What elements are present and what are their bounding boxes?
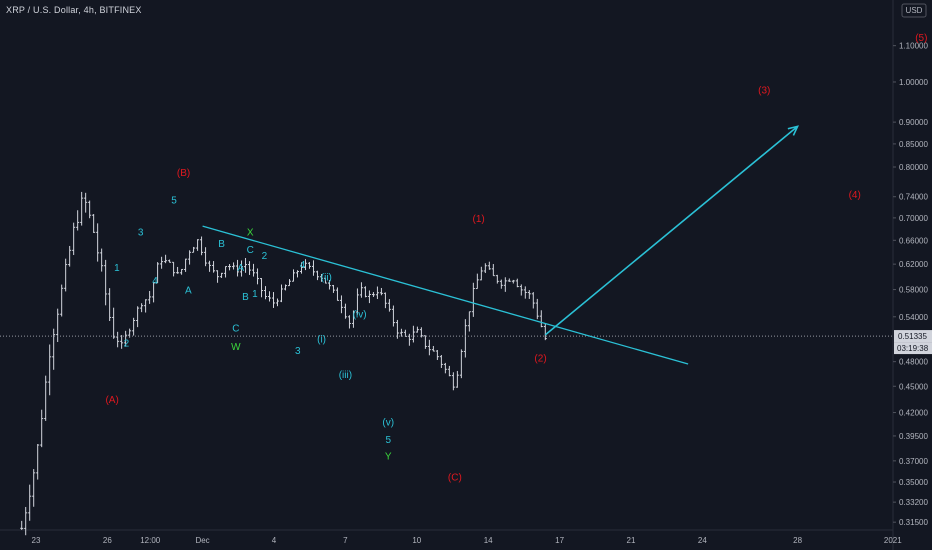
y-tick-label: 1.10000 <box>899 42 928 51</box>
x-tick-label: 7 <box>343 536 348 545</box>
y-tick-label: 0.54000 <box>899 313 928 322</box>
currency-button[interactable] <box>901 3 927 18</box>
current-price-label: 0.51335 <box>898 332 927 341</box>
wave-label: (iii) <box>339 370 352 381</box>
projection-arrow <box>544 125 799 336</box>
currency-button-label: USD <box>906 6 923 15</box>
wave-label: 2 <box>124 338 130 349</box>
y-tick-label: 0.42000 <box>899 409 928 418</box>
wave-label: 3 <box>295 346 301 357</box>
wave-label: Y <box>385 452 392 463</box>
y-tick-label: 0.62000 <box>899 260 928 269</box>
x-tick-label: 23 <box>32 536 41 545</box>
wave-label: 5 <box>171 195 177 206</box>
wave-label: B <box>242 292 249 303</box>
y-tick-label: 0.70000 <box>899 214 928 223</box>
y-tick-label: 1.00000 <box>899 78 928 87</box>
x-tick-label: 12:00 <box>140 536 161 545</box>
wave-label: (C) <box>448 473 462 484</box>
y-tick-label: 0.37000 <box>899 457 928 466</box>
wave-label: (i) <box>317 335 326 346</box>
symbol-title: XRP / U.S. Dollar, 4h, BITFINEX <box>6 5 142 15</box>
y-tick-label: 0.31500 <box>899 518 928 527</box>
wave-label: 1 <box>114 263 120 274</box>
wave-label: (iv) <box>353 309 367 320</box>
wave-label: (5) <box>915 33 927 44</box>
wave-label: 1 <box>252 289 258 300</box>
wave-label: C <box>232 324 239 335</box>
wave-label: 3 <box>138 228 144 239</box>
y-tick-label: 0.33200 <box>899 498 928 507</box>
wave-label: B <box>218 239 225 250</box>
current-price-tag <box>894 330 932 343</box>
wave-label: (A) <box>105 395 118 406</box>
wave-label: 4 <box>152 276 158 287</box>
y-tick-label: 0.35000 <box>899 478 928 487</box>
wave-label: (v) <box>382 418 394 429</box>
wave-label: 2 <box>262 251 268 262</box>
x-tick-label: 10 <box>412 536 421 545</box>
wave-label: 4 <box>300 260 306 271</box>
countdown-label: 03:19:38 <box>897 344 929 353</box>
y-tick-label: 0.80000 <box>899 163 928 172</box>
y-tick-label: 0.39500 <box>899 432 928 441</box>
wave-label: W <box>231 342 241 353</box>
projection-arrow-head <box>787 125 799 136</box>
x-tick-label: 26 <box>103 536 112 545</box>
y-tick-label: 0.85000 <box>899 140 928 149</box>
x-tick-label: 28 <box>793 536 802 545</box>
wave-label: X <box>247 228 254 239</box>
wave-label: (B) <box>177 168 190 179</box>
x-tick-label: 21 <box>627 536 636 545</box>
wave-label: (1) <box>473 214 485 225</box>
y-tick-label: 0.48000 <box>899 358 928 367</box>
trendline <box>202 225 689 365</box>
wave-label: 5 <box>385 435 391 446</box>
x-tick-label: 14 <box>484 536 493 545</box>
wave-label: (2) <box>534 354 546 365</box>
y-tick-label: 0.45000 <box>899 382 928 391</box>
y-tick-label: 0.66000 <box>899 236 928 245</box>
wave-label: (3) <box>758 86 770 97</box>
x-tick-label: Dec <box>195 536 209 545</box>
y-tick-label: 0.90000 <box>899 118 928 127</box>
wave-label: A <box>185 286 192 297</box>
x-tick-label: 2021 <box>884 536 902 545</box>
wave-label: A <box>237 263 244 274</box>
y-tick-label: 0.58000 <box>899 286 928 295</box>
countdown-tag <box>894 342 932 355</box>
wave-label: C <box>247 245 254 256</box>
wave-label: (4) <box>849 190 861 201</box>
y-tick-label: 0.74000 <box>899 193 928 202</box>
x-tick-label: 17 <box>555 536 564 545</box>
x-tick-label: 4 <box>272 536 277 545</box>
x-tick-label: 24 <box>698 536 707 545</box>
wave-label: (ii) <box>321 273 332 284</box>
